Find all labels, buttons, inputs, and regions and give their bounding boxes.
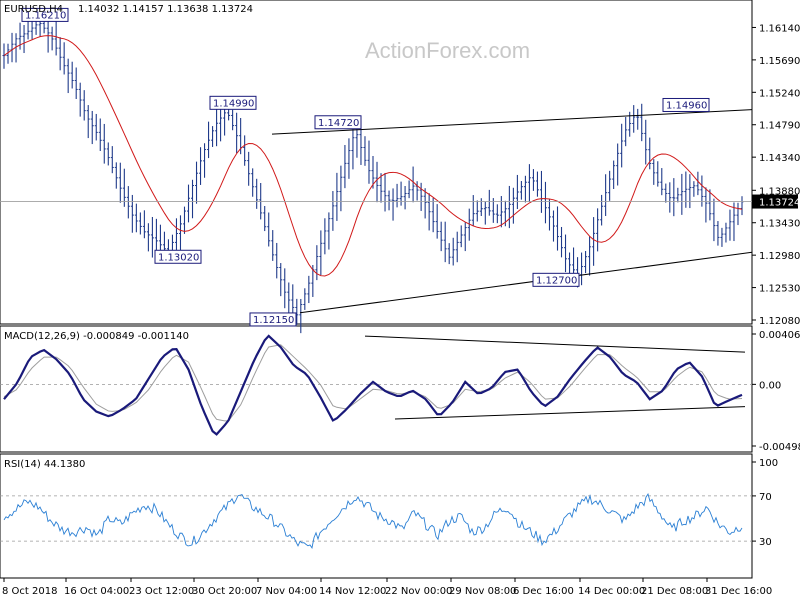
rsi-panel: 100 70 30 (0, 458, 778, 550)
x-axis-label: 8 Oct 2018 (2, 586, 57, 597)
price-annotation-label: 1.12150 (253, 315, 294, 326)
price-panel-frame (0, 0, 753, 325)
rsi-panel-frame (0, 453, 753, 579)
rsi-axis-label: 70 (759, 492, 772, 503)
x-axis-label: 22 Nov 00:00 (385, 586, 452, 597)
price-annotation-label: 1.14960 (666, 100, 707, 111)
price-axis-label: 1.13880 (759, 186, 800, 197)
price-annotation-box (209, 95, 257, 110)
x-axis-label: 7 Nov 04:00 (256, 586, 317, 597)
rsi-axis-label: 100 (759, 458, 778, 469)
price-axis-label: 1.12980 (759, 251, 800, 262)
price-annotation-label: 1.12700 (536, 275, 577, 286)
price-annotation-box (314, 115, 362, 130)
macd-axis-label: 0.004069 (759, 330, 800, 341)
price-annotation-label: 1.16210 (25, 10, 66, 21)
x-axis-label: 31 Dec 16:00 (705, 586, 772, 597)
price-axis-label: 1.15690 (759, 56, 800, 67)
price-axis-label: 1.16140 (759, 23, 800, 34)
macd-upper-trendline (364, 335, 746, 353)
x-axis-label: 29 Nov 08:00 (449, 586, 516, 597)
price-annotation-label: 1.13020 (158, 252, 199, 263)
x-axis-label: 23 Oct 12:00 (129, 586, 194, 597)
price-axis-label: 1.14340 (759, 153, 800, 164)
moving-average-line (3, 35, 743, 277)
current-price-tag-bg (752, 194, 798, 209)
macd-title: MACD(12,26,9) -0.000849 -0.001140 (4, 331, 189, 342)
price-annotation-label: 1.14720 (318, 118, 359, 129)
x-axis-label: 30 Oct 20:00 (192, 586, 257, 597)
macd-panel: 0.004069 0.00 -0.004981 (0, 330, 800, 453)
lower-trendline (299, 251, 753, 314)
price-annotation-box (662, 97, 710, 112)
macd-panel-frame (0, 325, 753, 453)
price-axis-label: 1.12080 (759, 316, 800, 327)
macd-axis-label: 0.00 (759, 380, 781, 391)
x-axis-label: 6 Dec 16:00 (513, 586, 574, 597)
price-annotation-box (249, 312, 297, 327)
price-annotation-label: 1.14990 (213, 98, 254, 109)
x-axis-label: 14 Dec 00:00 (578, 586, 645, 597)
current-price-tag: 1.13724 (759, 198, 800, 209)
x-axis-label: 16 Oct 04:00 (64, 586, 129, 597)
rsi-line (3, 492, 743, 550)
price-axis-label: 1.14790 (759, 121, 800, 132)
macd-signal-line (3, 344, 743, 422)
price-axis-label: 1.12530 (759, 284, 800, 295)
watermark-text: ActionForex.com (365, 38, 530, 63)
price-annotation-box (154, 249, 202, 264)
price-axis-label: 1.13430 (759, 219, 800, 230)
macd-lower-trendline (394, 406, 746, 420)
macd-axis-label: -0.004981 (759, 442, 800, 453)
rsi-title: RSI(14) 44.1380 (4, 459, 85, 470)
x-axis-label: 21 Dec 08:00 (641, 586, 708, 597)
price-axis-label: 1.15240 (759, 88, 800, 99)
macd-main-line (3, 334, 743, 436)
x-axis-label: 14 Nov 12:00 (319, 586, 386, 597)
upper-trendline (271, 109, 753, 135)
chart-header-ohlc: 1.14032 1.14157 1.13638 1.13724 (78, 4, 253, 15)
price-annotation-box (532, 272, 580, 287)
rsi-axis-label: 30 (759, 537, 772, 548)
price-panel: 1.16140 1.15690 1.15240 1.14790 1.14340 1.138… (0, 7, 800, 334)
price-annotation-box (21, 7, 69, 22)
chart-header-symbol: EURUSD,H4 (4, 4, 63, 15)
